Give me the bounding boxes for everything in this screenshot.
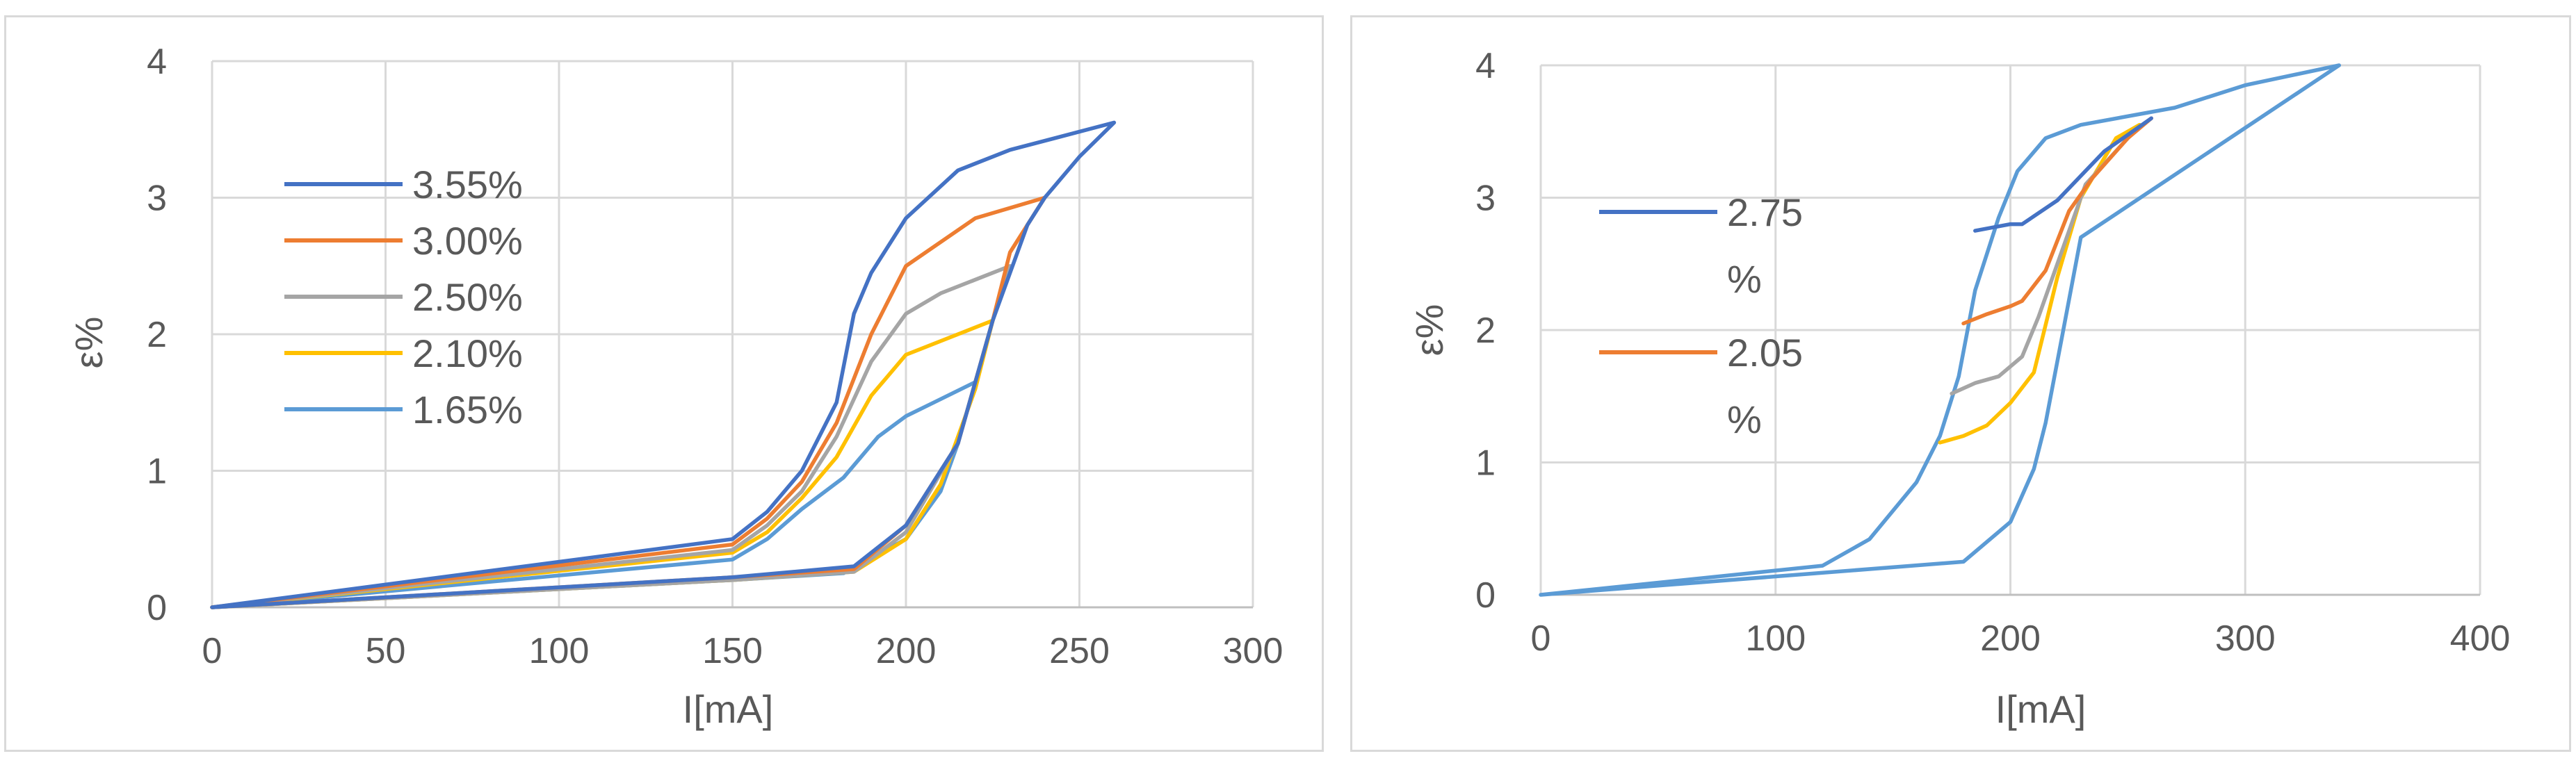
series-line-5 bbox=[1539, 63, 2342, 597]
x-tick-label: 0 bbox=[1531, 618, 1551, 659]
y-tick-label: 1 bbox=[1475, 443, 1496, 484]
series-line-1 bbox=[1973, 116, 2153, 233]
legend-label-unit: % bbox=[1727, 257, 1762, 301]
series-line-2 bbox=[210, 195, 1047, 609]
chart-right: 0 100 200 300 400 0 1 2 3 4 I[mA] ε% 2.75% 2.05% bbox=[1407, 46, 2511, 731]
series-line-4 bbox=[1938, 122, 2142, 445]
y-tick-label: 4 bbox=[1475, 46, 1496, 86]
y-tick-label: 1 bbox=[147, 452, 167, 492]
x-axis-title: I[mA] bbox=[1995, 687, 2087, 731]
x-tick-label: 300 bbox=[2215, 618, 2276, 659]
series-line-1 bbox=[210, 120, 1117, 609]
y-tick-label: 0 bbox=[147, 588, 167, 628]
legend-label: 2.50% bbox=[412, 275, 523, 319]
chart-left: 0 50 100 150 200 250 300 0 1 2 3 4 I[mA] ε% 3.55% 3.00%… bbox=[67, 42, 1283, 731]
y-tick-label: 2 bbox=[1475, 311, 1496, 351]
x-tick-label: 150 bbox=[702, 631, 763, 671]
series-line-3 bbox=[210, 264, 1012, 609]
y-tick-label: 3 bbox=[1475, 179, 1496, 219]
y-tick-label: 2 bbox=[147, 315, 167, 355]
y-axis-title: ε% bbox=[1407, 304, 1451, 356]
y-axis-title: ε% bbox=[67, 317, 111, 369]
legend-label: 1.65% bbox=[412, 388, 523, 432]
x-tick-label: 100 bbox=[1745, 618, 1806, 659]
x-tick-label: 50 bbox=[366, 631, 406, 671]
x-tick-label: 400 bbox=[2450, 618, 2511, 659]
x-axis-title: I[mA] bbox=[683, 687, 774, 731]
legend-label: 2.05 bbox=[1727, 331, 1803, 375]
legend-label-unit: % bbox=[1727, 397, 1762, 441]
chart-panel-right: 0 100 200 300 400 0 1 2 3 4 I[mA] ε% 2.75% 2.05% bbox=[1350, 15, 2571, 752]
x-tick-label: 200 bbox=[876, 631, 937, 671]
y-tick-label: 4 bbox=[147, 42, 167, 82]
x-tick-label: 0 bbox=[202, 631, 222, 671]
x-tick-label: 300 bbox=[1223, 631, 1283, 671]
x-tick-label: 200 bbox=[1980, 618, 2041, 659]
legend-label: 2.75 bbox=[1727, 190, 1803, 234]
legend-label: 2.10% bbox=[412, 331, 523, 375]
legend-label: 3.55% bbox=[412, 163, 523, 206]
y-tick-label: 3 bbox=[147, 179, 167, 219]
x-tick-label: 250 bbox=[1049, 631, 1110, 671]
y-tick-label: 0 bbox=[1475, 575, 1496, 616]
chart-panel-left: 0 50 100 150 200 250 300 0 1 2 3 4 I[mA] ε% 3.55% 3.00%… bbox=[4, 15, 1324, 752]
series-line-2 bbox=[1961, 116, 2153, 326]
x-tick-label: 100 bbox=[529, 631, 590, 671]
legend-label: 3.00% bbox=[412, 219, 523, 263]
